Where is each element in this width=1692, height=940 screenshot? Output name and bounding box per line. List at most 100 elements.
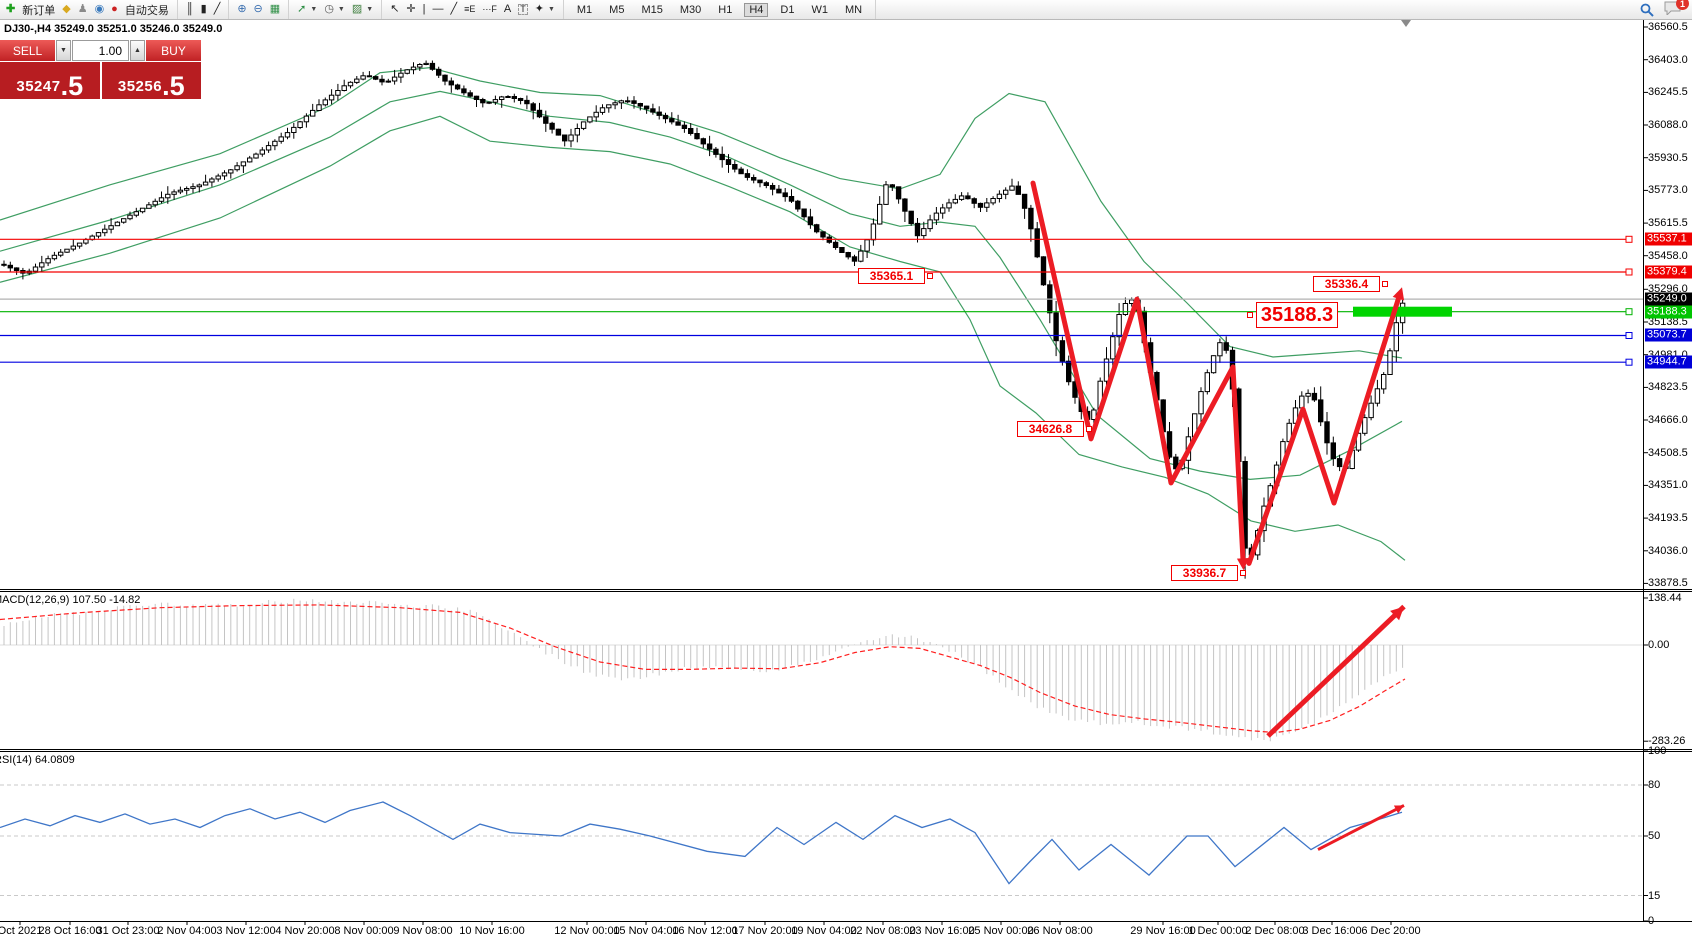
price-level-tag: 35188.3 bbox=[1645, 305, 1692, 319]
price-axis-tick: 35930.5 bbox=[1648, 151, 1688, 164]
price-axis-tick: 34823.5 bbox=[1648, 381, 1688, 394]
sell-price-display[interactable]: 35247 .5 bbox=[0, 62, 100, 102]
time-axis-label: 15 Nov 04:00 bbox=[613, 925, 679, 937]
cursor-icon[interactable]: ↖ bbox=[390, 3, 400, 15]
sell-price-pips: .5 bbox=[60, 71, 84, 102]
chat-icon[interactable]: 1 bbox=[1664, 0, 1689, 18]
toolbar-right: 1 bbox=[1640, 0, 1692, 18]
toolbar: ✚ 新订单 ◆ ♟ ◉ ● 自动交易 ║ ▮ ╱ ⊕ ⊖ ▦ ➚ ▼ ◷ ▼ ▨ ▼ … bbox=[0, 0, 1692, 20]
buy-button[interactable]: BUY bbox=[146, 40, 201, 61]
timeframe-button-w1[interactable]: W1 bbox=[811, 3, 828, 16]
chart-wizard-icon[interactable]: ◆ bbox=[62, 3, 71, 15]
price-axis-tick: 35138.5 bbox=[1648, 316, 1688, 329]
crosshair-icon[interactable]: ✛ bbox=[406, 3, 416, 15]
time-axis-label: 2 Nov 04:00 bbox=[157, 925, 217, 937]
indicators-icon[interactable]: ➚ bbox=[297, 3, 307, 15]
bar-chart-icon[interactable]: ║ bbox=[185, 3, 194, 15]
price-axis-tick: 35773.0 bbox=[1648, 184, 1688, 197]
price-level-tag: 35379.4 bbox=[1645, 265, 1692, 279]
fibonacci-fan-icon[interactable]: ⋯F bbox=[482, 4, 497, 14]
period-clock-icon[interactable]: ◷ bbox=[324, 3, 334, 15]
chevron-down-icon[interactable]: ▼ bbox=[366, 6, 374, 13]
search-icon[interactable] bbox=[1640, 3, 1654, 17]
timeframe-button-m30[interactable]: M30 bbox=[679, 3, 702, 16]
auto-trading-icon[interactable]: ● bbox=[111, 3, 118, 15]
price-annotation[interactable]: 35188.3 bbox=[1256, 302, 1338, 328]
price-axis-tick: 34193.5 bbox=[1648, 512, 1688, 525]
chevron-down-icon[interactable]: ▼ bbox=[547, 6, 555, 13]
macd-indicator-label: MACD(12,26,9) 107.50 -14.82 bbox=[0, 594, 141, 606]
chevron-down-icon[interactable]: ▼ bbox=[310, 6, 318, 13]
buy-price-display[interactable]: 35256 .5 bbox=[101, 62, 201, 102]
vertical-line-icon[interactable]: | bbox=[422, 3, 426, 15]
time-axis-label: 8 Nov 00:00 bbox=[334, 925, 394, 937]
trendline-icon[interactable]: ╱ bbox=[450, 3, 458, 15]
time-axis-label: 22 Nov 08:00 bbox=[850, 925, 916, 937]
text-icon[interactable]: A bbox=[503, 3, 512, 15]
price-axis-tick: 33878.5 bbox=[1648, 577, 1688, 590]
buy-price-pips: .5 bbox=[162, 71, 185, 102]
zoom-out-icon[interactable]: ⊖ bbox=[253, 3, 263, 15]
signals-icon[interactable]: ◉ bbox=[94, 3, 105, 15]
profile-icon[interactable]: ♟ bbox=[77, 3, 88, 15]
fibonacci-icon[interactable]: ≡E bbox=[464, 4, 476, 14]
price-annotation[interactable]: 35336.4 bbox=[1313, 276, 1380, 292]
time-axis-label: 29 Nov 16:00 bbox=[1130, 925, 1196, 937]
timeframe-button-m1[interactable]: M1 bbox=[576, 3, 593, 16]
new-order-button[interactable]: 新订单 bbox=[22, 4, 56, 17]
notification-badge: 1 bbox=[1676, 0, 1689, 10]
shapes-icon[interactable]: ✦ bbox=[534, 3, 544, 15]
price-level-tag: 35073.7 bbox=[1645, 328, 1692, 342]
price-axis-tick: 35615.5 bbox=[1648, 217, 1688, 230]
volume-input[interactable]: 1.00 bbox=[72, 40, 129, 61]
price-annotation[interactable]: 34626.8 bbox=[1017, 421, 1084, 437]
line-chart-icon[interactable]: ╱ bbox=[213, 3, 221, 15]
timeframe-button-m5[interactable]: M5 bbox=[609, 3, 625, 16]
time-axis-label: 12 Nov 00:00 bbox=[554, 925, 620, 937]
price-annotation[interactable]: 35365.1 bbox=[858, 268, 925, 284]
rsi-indicator-label: RSI(14) 64.0809 bbox=[0, 754, 75, 766]
template-icon[interactable]: ▨ bbox=[351, 3, 363, 15]
new-order-icon[interactable]: ✚ bbox=[6, 3, 16, 15]
auto-trading-button[interactable]: 自动交易 bbox=[124, 4, 169, 17]
chevron-down-icon[interactable]: ▼ bbox=[337, 6, 345, 13]
volume-decrease-button[interactable]: ▼ bbox=[56, 40, 71, 61]
time-axis-label: 26 Nov 08:00 bbox=[1027, 925, 1093, 937]
timeframe-button-h1[interactable]: H1 bbox=[718, 3, 733, 16]
zoom-in-icon[interactable]: ⊕ bbox=[237, 3, 247, 15]
price-annotation[interactable]: 33936.7 bbox=[1171, 565, 1238, 581]
time-axis-label: 16 Nov 12:00 bbox=[672, 925, 738, 937]
rsi-axis-tick: 15 bbox=[1648, 889, 1661, 902]
symbol-ohlc-line: DJ30-,H4 35249.0 35251.0 35246.0 35249.0 bbox=[4, 23, 223, 35]
tile-windows-icon[interactable]: ▦ bbox=[269, 3, 281, 15]
annotation-anchor-marker bbox=[1247, 312, 1253, 318]
rsi-axis-tick: 50 bbox=[1648, 830, 1661, 842]
toolbar-group-objects: ➚ ▼ ◷ ▼ ▨ ▼ bbox=[289, 0, 383, 19]
candlestick-icon[interactable]: ▮ bbox=[200, 3, 207, 15]
time-axis-label: 31 Oct 23:00 bbox=[96, 925, 160, 937]
time-axis-label: 23 Nov 16:00 bbox=[909, 925, 975, 937]
rsi-axis-tick: 0 bbox=[1648, 915, 1655, 927]
macd-axis-tick: -283.26 bbox=[1648, 735, 1686, 748]
annotation-anchor-marker bbox=[1240, 570, 1246, 576]
timeframe-button-h4[interactable]: H4 bbox=[744, 2, 769, 17]
text-label-icon[interactable]: T bbox=[518, 4, 528, 15]
annotation-anchor-marker bbox=[1086, 426, 1092, 432]
volume-increase-button[interactable]: ▲ bbox=[130, 40, 145, 61]
timeframe-button-d1[interactable]: D1 bbox=[780, 3, 795, 16]
horizontal-line-icon[interactable]: — bbox=[432, 3, 444, 15]
timeframe-button-mn[interactable]: MN bbox=[844, 3, 863, 16]
toolbar-group-drawtools: ↖ ✛ | — ╱ ≡E ⋯F A T ✦ ▼ bbox=[382, 0, 564, 19]
annotation-anchor-marker bbox=[1382, 281, 1388, 287]
time-axis-label: 9 Nov 08:00 bbox=[393, 925, 453, 937]
timeframe-button-m15[interactable]: M15 bbox=[641, 3, 663, 16]
sell-button[interactable]: SELL bbox=[0, 40, 55, 61]
price-axis-tick: 36088.0 bbox=[1648, 119, 1688, 132]
time-axis-label: 2 Dec 08:00 bbox=[1245, 925, 1305, 937]
macd-axis-tick: 0.00 bbox=[1648, 639, 1670, 651]
time-axis-label: 3 Nov 12:00 bbox=[216, 925, 276, 937]
annotation-anchor-marker bbox=[927, 273, 933, 279]
price-axis-tick: 34036.0 bbox=[1648, 544, 1688, 557]
